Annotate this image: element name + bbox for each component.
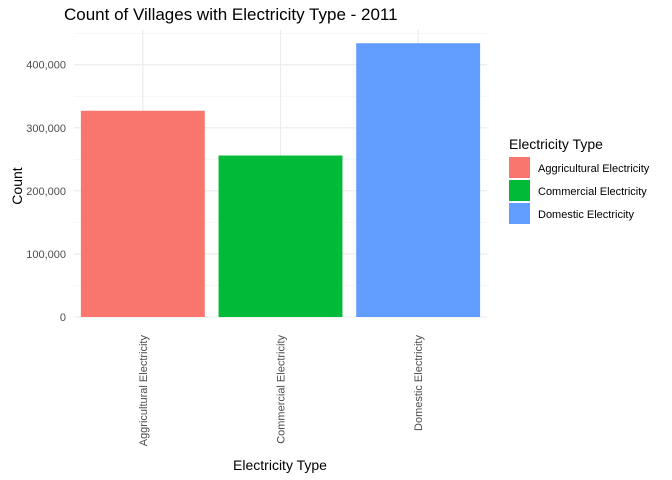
legend-label: Commercial Electricity xyxy=(538,186,647,198)
y-tick-label: 200,000 xyxy=(26,186,66,198)
legend-title: Electricity Type xyxy=(509,136,603,152)
legend-swatch xyxy=(509,157,530,178)
chart-title: Count of Villages with Electricity Type … xyxy=(64,5,398,24)
bar-1 xyxy=(80,110,205,317)
x-tick-label: Aggricultural Electricity xyxy=(138,335,150,447)
y-tick-label: 400,000 xyxy=(26,60,66,72)
legend-swatch xyxy=(509,203,530,224)
y-axis-title: Count xyxy=(9,167,25,204)
x-tick-label: Commercial Electricity xyxy=(276,335,288,444)
legend-label: Domestic Electricity xyxy=(538,209,634,221)
x-axis-title: Electricity Type xyxy=(233,457,327,473)
legend-label: Aggricultural Electricity xyxy=(538,163,650,175)
legend-swatch xyxy=(509,180,530,201)
x-tick-label: Domestic Electricity xyxy=(413,335,425,431)
bar-3 xyxy=(356,43,481,317)
x-axis-ticks: Aggricultural Electricity Commercial Elec… xyxy=(138,335,425,447)
y-tick-label: 100,000 xyxy=(26,249,66,261)
bar-2 xyxy=(218,155,343,317)
y-tick-label: 300,000 xyxy=(26,123,66,135)
bars xyxy=(80,43,481,317)
y-axis-ticks: 0 100,000 200,000 300,000 400,000 xyxy=(26,60,66,324)
y-tick-label: 0 xyxy=(60,312,66,324)
legend: Electricity Type Aggricultural Electrici… xyxy=(509,136,650,224)
